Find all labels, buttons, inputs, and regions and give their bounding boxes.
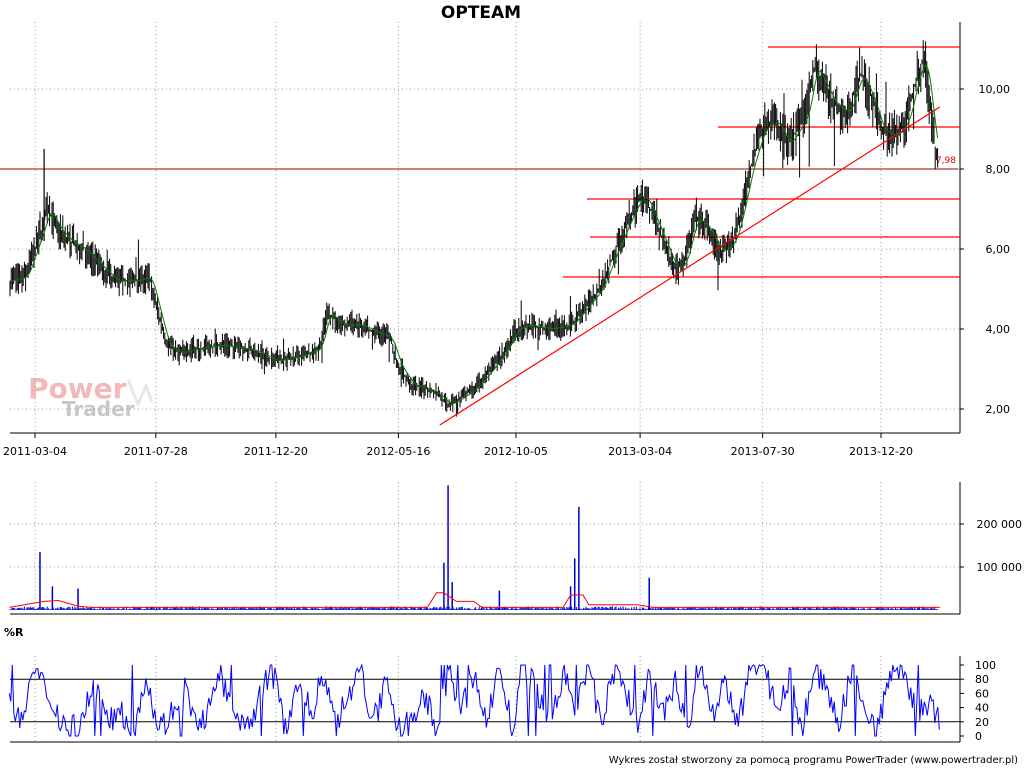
moving-average-line (9, 64, 939, 405)
williams-r-y-tick-label: 40 (975, 702, 989, 715)
price-y-tick-label: 8,00 (986, 163, 1011, 176)
volume-panel: 100 000 200 000 (9, 482, 1022, 615)
price-x-tick-label: 2013-03-04 (608, 445, 672, 458)
price-panel: 2,00 4,00 6,00 8,00 10,00 2011-03-04 2011-07-… (0, 22, 1010, 458)
price-y-tick-label: 4,00 (986, 323, 1011, 336)
williams-r-y-tick-label: 80 (975, 673, 989, 686)
price-x-ticks: 2011-03-04 2011-07-28 2011-12-20 2012-05-16… (3, 433, 913, 458)
williams-r-reference-lines (10, 678, 960, 723)
price-x-tick-label: 2013-07-30 (731, 445, 795, 458)
chart-title: OPTEAM (441, 3, 521, 23)
williams-r-y-tick-label: 100 (975, 659, 996, 672)
price-y-tick-label: 2,00 (986, 403, 1011, 416)
williams-r-y-tick-label: 0 (975, 730, 982, 743)
williams-r-line (8, 663, 940, 737)
watermark-line1: Power (28, 372, 127, 405)
support-lines (563, 46, 960, 278)
williams-r-y-tick-label: 60 (975, 687, 989, 700)
price-y-ticks: 2,00 4,00 6,00 8,00 10,00 (960, 83, 1010, 416)
williams-r-y-tick-label: 20 (975, 716, 989, 729)
price-x-tick-label: 2011-03-04 (3, 445, 67, 458)
williams-r-title: %R (4, 626, 24, 639)
price-x-tick-label: 2011-12-20 (244, 445, 308, 458)
volume-y-tick-label: 100 000 (977, 561, 1023, 574)
price-x-tick-label: 2012-10-05 (484, 445, 548, 458)
volume-y-tick-label: 200 000 (977, 518, 1023, 531)
price-y-tick-label: 6,00 (986, 243, 1011, 256)
price-y-tick-label: 10,00 (979, 83, 1011, 96)
price-x-tick-label: 2012-05-16 (366, 445, 430, 458)
volume-y-ticks: 100 000 200 000 (960, 518, 1022, 574)
trend-line (439, 106, 941, 426)
volume-average-line (9, 592, 940, 608)
price-x-tick-label: 2011-07-28 (124, 445, 188, 458)
price-grid (10, 22, 960, 433)
price-x-tick-label: 2013-12-20 (849, 445, 913, 458)
footer-credit: Wykres został stworzony za pomocą progra… (609, 755, 1018, 766)
watermark-swoosh-icon (126, 379, 154, 408)
last-price-label: 7,98 (936, 156, 956, 166)
